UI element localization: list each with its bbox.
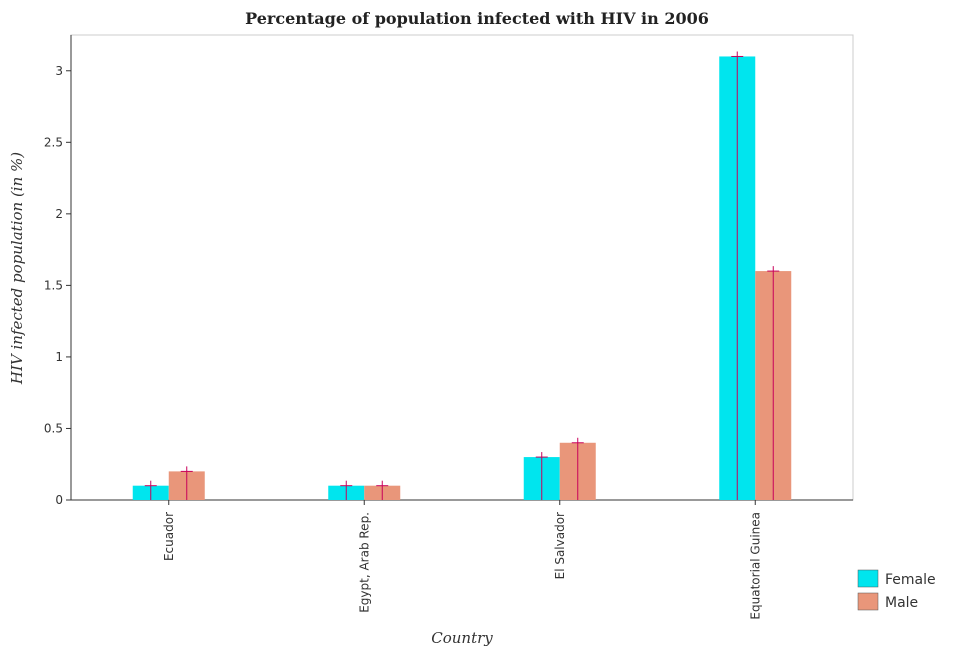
y-tick-label: 1.5 bbox=[44, 278, 63, 292]
x-tick-label: El Salvador bbox=[553, 512, 567, 579]
x-axis-label: Country bbox=[431, 629, 493, 647]
y-tick-label: 1 bbox=[55, 350, 63, 364]
chart-title: Percentage of population infected with H… bbox=[245, 9, 709, 28]
y-tick-label: 3 bbox=[55, 64, 63, 78]
y-axis-label: HIV infected population (in %) bbox=[8, 152, 26, 385]
legend-label-female: Female bbox=[885, 572, 936, 588]
x-tick-label: Egypt, Arab Rep. bbox=[357, 512, 371, 613]
y-tick-label: 0 bbox=[55, 493, 63, 507]
legend-swatch-male bbox=[857, 592, 879, 611]
legend-label-male: Male bbox=[885, 595, 918, 611]
y-tick-label: 0.5 bbox=[44, 421, 63, 435]
y-tick-label: 2 bbox=[55, 207, 63, 221]
legend-swatch-female bbox=[857, 569, 879, 588]
plot-area: 0 0.5 1 1.5 2 2.5 3 Ecuador Egypt, Arab Rep. El S… bbox=[44, 34, 854, 620]
x-tick-label: Equatorial Guinea bbox=[748, 512, 762, 620]
legend: Female Male bbox=[857, 569, 936, 611]
y-tick-label: 2.5 bbox=[44, 135, 63, 149]
x-tick-label: Ecuador bbox=[162, 512, 176, 561]
